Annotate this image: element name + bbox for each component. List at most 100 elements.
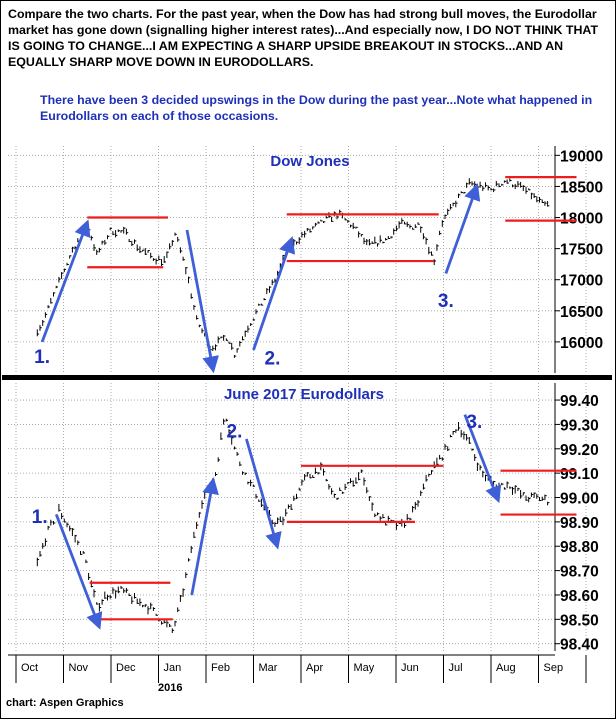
trend-arrows bbox=[40, 183, 481, 374]
price-bar bbox=[252, 318, 256, 321]
price-bar bbox=[377, 243, 380, 247]
price-bar bbox=[44, 538, 48, 547]
price-bar bbox=[301, 231, 304, 238]
price-bar bbox=[336, 215, 339, 220]
price-bar bbox=[309, 473, 312, 479]
price-bar bbox=[223, 418, 226, 425]
price-bar bbox=[98, 603, 102, 612]
price-bar bbox=[225, 338, 229, 341]
price-bar bbox=[528, 496, 531, 503]
price-bar bbox=[339, 487, 342, 491]
price-bar bbox=[325, 215, 328, 219]
price-bar bbox=[368, 496, 372, 501]
price-bar bbox=[171, 628, 175, 634]
price-bar bbox=[293, 495, 296, 501]
price-bar bbox=[239, 461, 242, 467]
price-bar bbox=[217, 336, 220, 344]
price-bar bbox=[71, 246, 75, 253]
price-bar bbox=[479, 464, 482, 471]
price-bar bbox=[495, 484, 499, 492]
price-bar bbox=[258, 303, 261, 306]
swing-number: 3. bbox=[466, 412, 482, 433]
price-bar bbox=[193, 304, 196, 310]
price-bar bbox=[107, 235, 110, 240]
price-bar bbox=[406, 513, 409, 521]
x-tick-label: Nov bbox=[69, 662, 89, 674]
price-bar bbox=[323, 221, 326, 223]
price-bar bbox=[544, 201, 547, 206]
price-bar bbox=[314, 222, 318, 227]
price-bar bbox=[290, 244, 293, 252]
price-bar bbox=[352, 222, 355, 230]
price-bar bbox=[350, 478, 353, 484]
x-tick-label: Apr bbox=[306, 662, 323, 674]
price-bar bbox=[506, 179, 509, 184]
price-bar bbox=[104, 239, 107, 245]
price-bar bbox=[53, 292, 56, 297]
price-bar bbox=[74, 534, 77, 543]
price-bar bbox=[449, 203, 453, 210]
price-bar bbox=[104, 591, 107, 599]
price-bar bbox=[196, 315, 199, 320]
price-bar bbox=[412, 505, 415, 513]
price-bar bbox=[363, 477, 366, 486]
price-bar bbox=[120, 230, 123, 233]
price-bar bbox=[242, 336, 245, 341]
price-bar bbox=[304, 474, 307, 481]
eurodollar-panel: 99.40 99.30 99.20 99.10 99.00 98.90 98.80 98.70… bbox=[8, 383, 599, 683]
price-bar bbox=[471, 181, 474, 186]
price-bar bbox=[107, 594, 110, 601]
y-tick-label: 99.20 bbox=[560, 442, 599, 459]
price-bar bbox=[171, 240, 175, 246]
price-bar bbox=[271, 519, 274, 525]
price-bar bbox=[190, 293, 193, 299]
price-bar bbox=[47, 305, 50, 309]
price-bar bbox=[536, 196, 539, 203]
price-bar bbox=[422, 483, 426, 490]
price-bar bbox=[144, 604, 148, 608]
price-bar bbox=[112, 587, 115, 594]
price-bar bbox=[96, 249, 99, 255]
price-bar bbox=[123, 588, 126, 594]
swing-number: 1. bbox=[32, 507, 48, 528]
price-bar bbox=[101, 599, 104, 605]
price-bar bbox=[487, 185, 490, 191]
price-bar bbox=[495, 180, 499, 187]
price-bar bbox=[441, 220, 445, 227]
eurodollar-title: June 2017 Eurodollars bbox=[224, 386, 384, 403]
price-bar bbox=[498, 183, 501, 188]
price-bar bbox=[371, 502, 374, 511]
price-bar bbox=[533, 492, 536, 498]
range-bands bbox=[87, 175, 577, 269]
y-tick-label: 17500 bbox=[560, 242, 603, 259]
price-bar bbox=[166, 251, 169, 259]
y-tick-label: 99.40 bbox=[560, 393, 599, 410]
range-bands bbox=[89, 464, 577, 621]
y-tick-label: 18000 bbox=[560, 211, 603, 228]
price-bar bbox=[506, 481, 509, 489]
price-bar bbox=[501, 482, 504, 486]
price-bar bbox=[188, 558, 191, 562]
price-bar bbox=[179, 247, 183, 254]
price-bar bbox=[404, 221, 407, 225]
price-bar bbox=[533, 193, 536, 199]
price-bar bbox=[298, 237, 301, 245]
year-label: 2016 bbox=[158, 682, 182, 694]
price-bar bbox=[212, 345, 215, 352]
price-bar bbox=[412, 227, 415, 230]
price-bar bbox=[444, 214, 447, 220]
price-bar bbox=[520, 181, 523, 188]
price-bar bbox=[263, 298, 266, 301]
y-tick-label: 16000 bbox=[560, 335, 603, 352]
price-bar bbox=[96, 602, 99, 605]
price-bar bbox=[444, 443, 447, 450]
price-bar bbox=[231, 436, 234, 445]
price-bar bbox=[358, 472, 361, 481]
price-bar bbox=[514, 485, 517, 494]
price-bar bbox=[306, 228, 310, 232]
price-bar bbox=[260, 498, 264, 508]
price-bar bbox=[271, 279, 274, 286]
price-bar bbox=[336, 497, 339, 501]
price-bar bbox=[420, 490, 423, 497]
price-bar bbox=[366, 487, 369, 494]
